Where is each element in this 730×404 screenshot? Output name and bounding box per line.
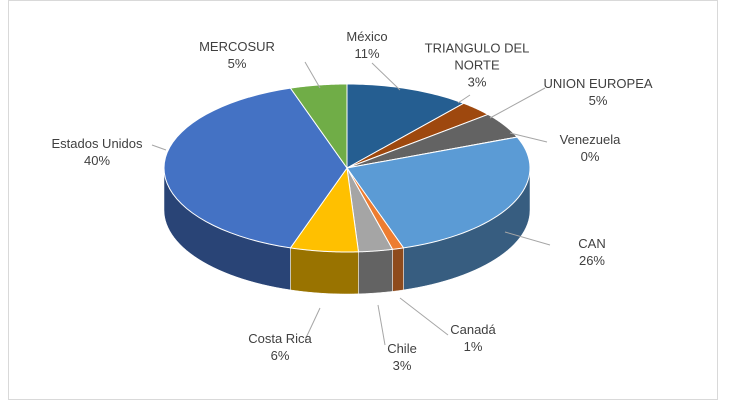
slice bbox=[346, 167, 394, 253]
value-label: 3% bbox=[392, 358, 412, 373]
data-label: Costa Rica 6% bbox=[248, 330, 312, 364]
slice-side bbox=[358, 249, 393, 295]
leader-line bbox=[151, 144, 167, 151]
data-label: Estados Unidos 40% bbox=[51, 135, 142, 169]
slice bbox=[346, 102, 490, 169]
data-label: TRIANGULO DEL NORTE 3% bbox=[415, 40, 540, 91]
category-label: Costa Rica bbox=[248, 331, 312, 346]
category-label: MERCOSUR bbox=[199, 39, 275, 54]
category-label: Chile bbox=[387, 341, 417, 356]
category-label: UNION EUROPEA bbox=[543, 76, 653, 91]
leader-line bbox=[377, 304, 386, 346]
slice-side bbox=[290, 247, 359, 295]
slice bbox=[346, 167, 405, 250]
leader-line bbox=[504, 231, 551, 246]
value-label: 5% bbox=[588, 93, 608, 108]
slice bbox=[163, 87, 348, 249]
value-label: 5% bbox=[227, 56, 247, 71]
value-label: 26% bbox=[578, 253, 606, 268]
category-label: Canadá bbox=[450, 322, 496, 337]
data-label: Canadá 1% bbox=[450, 321, 496, 355]
leader-line bbox=[399, 297, 449, 336]
leader-line bbox=[509, 132, 548, 143]
chart-frame bbox=[8, 0, 718, 400]
value-label: 0% bbox=[580, 149, 600, 164]
slice bbox=[346, 83, 465, 169]
data-label: UNION EUROPEA 5% bbox=[543, 75, 652, 109]
data-label: Chile 3% bbox=[387, 340, 417, 374]
category-label: TRIANGULO DEL NORTE bbox=[424, 40, 530, 73]
category-label: CAN bbox=[578, 236, 606, 251]
slice bbox=[289, 166, 360, 253]
slice-side bbox=[392, 247, 404, 292]
leader-line bbox=[371, 62, 401, 91]
data-label: México 11% bbox=[346, 28, 387, 62]
leader-line bbox=[489, 87, 546, 119]
category-label: México bbox=[346, 29, 388, 44]
leader-line bbox=[457, 94, 471, 104]
value-label: 3% bbox=[467, 74, 487, 90]
value-label: 6% bbox=[270, 348, 290, 363]
data-label: MERCOSUR 5% bbox=[199, 38, 275, 72]
value-label: 40% bbox=[83, 153, 111, 168]
slice bbox=[346, 136, 531, 249]
leader-line bbox=[304, 307, 321, 341]
data-label: CAN 26% bbox=[578, 235, 605, 269]
category-label: Venezuela bbox=[559, 132, 621, 147]
leader-line bbox=[304, 61, 321, 89]
value-label: 11% bbox=[354, 46, 380, 61]
data-label: Venezuela 0% bbox=[560, 131, 621, 165]
value-label: 1% bbox=[463, 339, 483, 354]
category-label: Estados Unidos bbox=[51, 136, 143, 151]
